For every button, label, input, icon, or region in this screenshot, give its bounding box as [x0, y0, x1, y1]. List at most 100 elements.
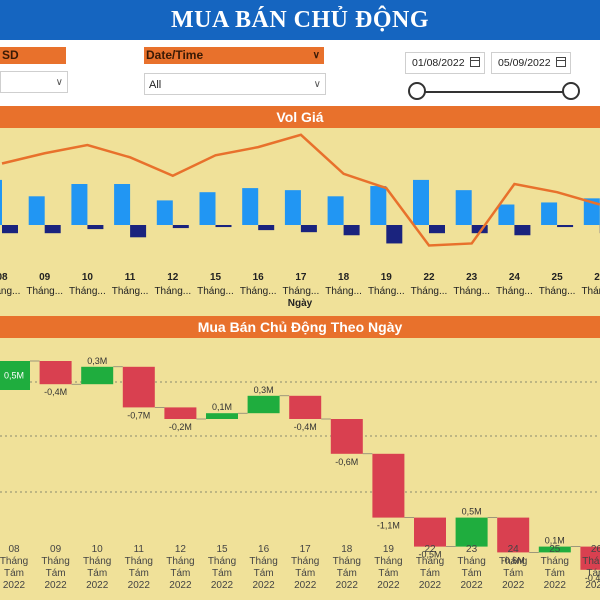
x-tick-day: 10: [82, 272, 94, 283]
x-tick-label: 09: [50, 544, 62, 555]
filter-panel: SD ∨ Date/Time ∨ All ∨ 01/08/2022 05/09/…: [0, 40, 600, 106]
x-tick-label: Tháng: [582, 556, 600, 567]
x-tick-month: Tháng...: [325, 286, 362, 297]
x-tick-label: Tháng: [0, 556, 28, 567]
volume-bar-buy: [71, 184, 88, 225]
x-tick-label: 25: [549, 544, 561, 555]
waterfall-data-label: 0,1M: [545, 536, 565, 546]
x-tick-day: 22: [423, 272, 435, 283]
x-tick-day: 09: [39, 272, 51, 283]
x-tick-label: Tháng: [125, 556, 153, 567]
x-tick-label: Tháng: [291, 556, 319, 567]
x-tick-day: 26: [594, 272, 600, 283]
x-tick-day: 23: [466, 272, 478, 283]
volume-bar-sell: [300, 225, 317, 233]
x-tick-label: 2022: [44, 580, 67, 591]
x-tick-label: 22: [424, 544, 436, 555]
waterfall-data-label: -0,4M: [585, 573, 600, 583]
x-axis-title: Ngày: [288, 298, 313, 309]
volume-bar-buy: [370, 186, 387, 225]
date-range-end-handle[interactable]: [562, 82, 580, 100]
x-tick-month: Tháng...: [539, 286, 576, 297]
volume-bar-buy: [498, 204, 515, 225]
x-tick-label: 17: [300, 544, 312, 555]
waterfall-bar: [497, 517, 530, 553]
x-tick-month: Tháng...: [283, 286, 320, 297]
volume-bar-buy: [199, 192, 216, 225]
volume-bar-sell: [429, 225, 445, 234]
waterfall-bar: [0, 361, 30, 390]
waterfall-bar: [372, 453, 405, 518]
symbol-dropdown[interactable]: ∨: [0, 71, 68, 93]
x-tick-label: 2022: [128, 580, 151, 591]
x-tick-label: Tám: [254, 568, 274, 579]
x-tick-label: 19: [383, 544, 395, 555]
datetime-slicer-header: Date/Time ∨: [144, 47, 324, 64]
x-tick-month: Tháng...: [26, 286, 63, 297]
start-date-value: 01/08/2022: [412, 57, 465, 69]
waterfall-bar: [330, 419, 363, 454]
x-tick-label: Tám: [586, 568, 600, 579]
waterfall-data-label: -0,4M: [44, 387, 67, 397]
chevron-down-icon: ∨: [313, 79, 321, 90]
waterfall-bar: [455, 517, 488, 547]
x-tick-label: 2022: [252, 580, 275, 591]
start-date-input[interactable]: 01/08/2022: [405, 52, 485, 74]
waterfall-bar: [122, 366, 155, 408]
volume-bar-sell: [2, 225, 18, 234]
volume-bar-buy: [242, 188, 259, 225]
volume-bar-sell: [343, 225, 360, 236]
volume-bar-buy: [156, 200, 173, 225]
datetime-slicer-label: Date/Time: [146, 48, 204, 62]
x-tick-month: Tháng...: [69, 286, 106, 297]
chevron-down-icon: ∨: [55, 77, 63, 88]
x-tick-label: Tám: [212, 568, 232, 579]
date-range-slider-track: [417, 91, 572, 93]
end-date-input[interactable]: 05/09/2022: [491, 52, 571, 74]
x-tick-day: 08: [0, 272, 8, 283]
volume-bar-sell: [557, 225, 574, 228]
x-tick-day: 17: [295, 272, 307, 283]
x-tick-label: 2022: [169, 580, 192, 591]
waterfall-data-label: 0,3M: [254, 385, 274, 395]
x-tick-label: Tám: [420, 568, 440, 579]
x-tick-month: Tháng...: [496, 286, 533, 297]
waterfall-data-label: -0,5M: [418, 550, 441, 560]
waterfall-data-label: -0,4M: [294, 422, 317, 432]
x-tick-label: 2022: [585, 580, 600, 591]
waterfall-data-label: 0,1M: [212, 402, 232, 412]
x-tick-label: Tám: [503, 568, 523, 579]
x-tick-month: Tháng...: [112, 286, 149, 297]
x-tick-label: Tháng: [83, 556, 111, 567]
waterfall-bar: [164, 407, 197, 419]
datetime-dropdown[interactable]: All ∨: [144, 73, 326, 95]
chevron-down-icon: ∨: [312, 50, 320, 61]
date-range-start-handle[interactable]: [408, 82, 426, 100]
waterfall-data-label: 0,3M: [87, 356, 107, 366]
x-tick-label: Tám: [129, 568, 149, 579]
x-tick-label: 12: [175, 544, 187, 555]
waterfall-bar: [289, 395, 322, 419]
x-tick-label: 18: [341, 544, 353, 555]
x-tick-day: 16: [253, 272, 265, 283]
x-tick-month: Tháng...: [197, 286, 234, 297]
x-tick-label: 2022: [460, 580, 483, 591]
x-tick-label: Tháng: [249, 556, 277, 567]
x-tick-label: Tám: [170, 568, 190, 579]
x-tick-label: Tháng: [541, 556, 569, 567]
x-tick-label: Tám: [378, 568, 398, 579]
waterfall-data-label: -0,6M: [335, 457, 358, 467]
x-tick-label: Tám: [337, 568, 357, 579]
x-tick-month: Tháng...: [411, 286, 448, 297]
x-tick-label: 2022: [3, 580, 26, 591]
waterfall-chart: 0,5M -0,4M 0,3M -0,7M -0,2M 0,1M 0,3M -0,4M -0,6…: [0, 356, 600, 591]
waterfall-data-label: 0,5M: [462, 507, 482, 517]
volume-bar-buy: [541, 202, 558, 225]
volume-bar-buy: [455, 190, 472, 225]
x-tick-label: 2022: [211, 580, 234, 591]
waterfall-bar: [580, 546, 600, 570]
x-tick-label: 23: [466, 544, 478, 555]
waterfall-section-title: Mua Bán Chủ Động Theo Ngày: [0, 316, 600, 338]
waterfall-data-label: -0,2M: [169, 422, 192, 432]
volume-bar-sell: [44, 225, 61, 234]
